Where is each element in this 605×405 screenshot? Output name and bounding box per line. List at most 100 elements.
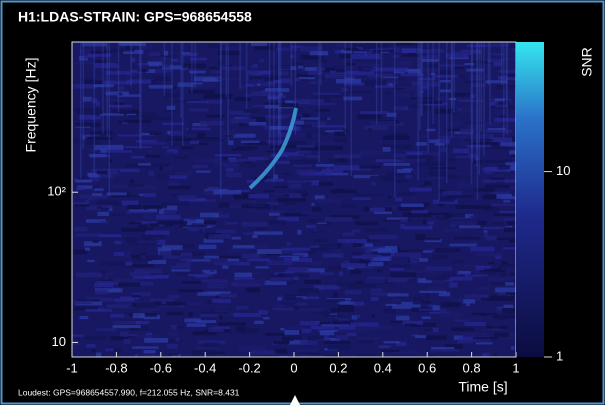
noise-streak [122,201,138,206]
noise-streak [210,268,215,272]
noise-streak [372,314,375,318]
noise-streak [92,193,102,196]
noise-streak [426,294,430,299]
x-tick-label: -0.4 [194,360,216,375]
noise-streak [400,224,404,229]
noise-streak [440,147,447,152]
noise-streak [442,191,462,195]
noise-streak [258,210,285,213]
colorbar-tick-label: 1 [556,348,563,363]
noise-streak [88,173,99,177]
noise-streak [440,136,451,138]
noise-streak [364,243,372,246]
noise-streak [494,332,508,337]
noise-streak [105,276,108,280]
noise-streak [293,126,301,131]
noise-streak [476,206,492,210]
noise-streak [422,316,431,319]
noise-streak [203,78,218,82]
noise-streak [316,164,334,167]
noise-streak [132,241,137,245]
noise-streak [449,283,457,288]
noise-streak [200,213,219,218]
noise-streak [97,171,107,174]
noise-streak [419,291,446,293]
noise-streak [324,132,328,135]
noise-streak [437,64,465,67]
noise-spike [182,42,184,146]
noise-streak [401,302,412,305]
noise-streak [98,212,109,216]
noise-streak [111,110,131,113]
noise-streak [118,282,140,286]
noise-streak [476,342,493,344]
noise-streak [222,42,225,45]
noise-streak [110,314,124,318]
noise-streak [278,198,307,202]
noise-streak [424,181,431,185]
noise-streak [300,175,315,178]
noise-streak [105,348,114,351]
noise-spike [180,42,182,118]
noise-streak [201,312,229,314]
noise-streak [324,341,350,344]
noise-streak [274,206,277,211]
noise-streak [121,228,146,232]
noise-streak [78,177,89,180]
noise-streak [253,79,264,81]
noise-spike [503,42,505,138]
noise-streak [200,314,218,317]
noise-streak [453,149,469,154]
noise-streak [455,205,479,209]
noise-streak [446,129,461,131]
noise-streak [225,222,238,225]
noise-streak [167,106,176,110]
noise-streak [218,294,237,298]
noise-streak [491,203,517,205]
noise-streak [167,344,178,349]
noise-streak [301,329,311,333]
noise-streak [140,310,151,313]
noise-streak [445,228,463,232]
noise-streak [94,188,104,190]
noise-streak [307,155,320,158]
noise-streak [287,267,309,271]
noise-streak [384,261,388,265]
noise-streak [368,128,372,132]
noise-streak [236,306,249,310]
noise-streak [283,173,292,175]
noise-streak [431,349,459,352]
noise-streak [181,258,193,261]
noise-streak [332,250,341,253]
noise-streak [188,274,213,276]
noise-streak [358,150,383,155]
noise-streak [433,328,439,333]
noise-streak [170,266,190,268]
noise-streak [345,290,361,294]
noise-streak [488,262,494,265]
noise-spike [476,42,478,166]
noise-streak [422,59,439,62]
noise-streak [300,321,318,325]
noise-streak [405,324,417,326]
noise-streak [148,171,154,176]
noise-streak [149,62,160,66]
noise-streak [179,225,206,227]
noise-spike [427,42,429,153]
noise-streak [377,269,382,272]
noise-streak [244,109,259,112]
noise-streak [94,80,103,84]
noise-streak [441,302,460,307]
noise-streak [384,341,400,343]
noise-streak [470,247,494,252]
noise-streak [328,345,350,350]
noise-streak [162,146,169,148]
noise-streak [457,184,473,188]
noise-streak [76,337,79,340]
noise-streak [256,227,267,230]
noise-streak [297,230,301,235]
noise-streak [215,162,237,166]
noise-streak [370,288,382,292]
x-tick-label: -0.2 [238,360,260,375]
noise-streak [265,333,285,336]
